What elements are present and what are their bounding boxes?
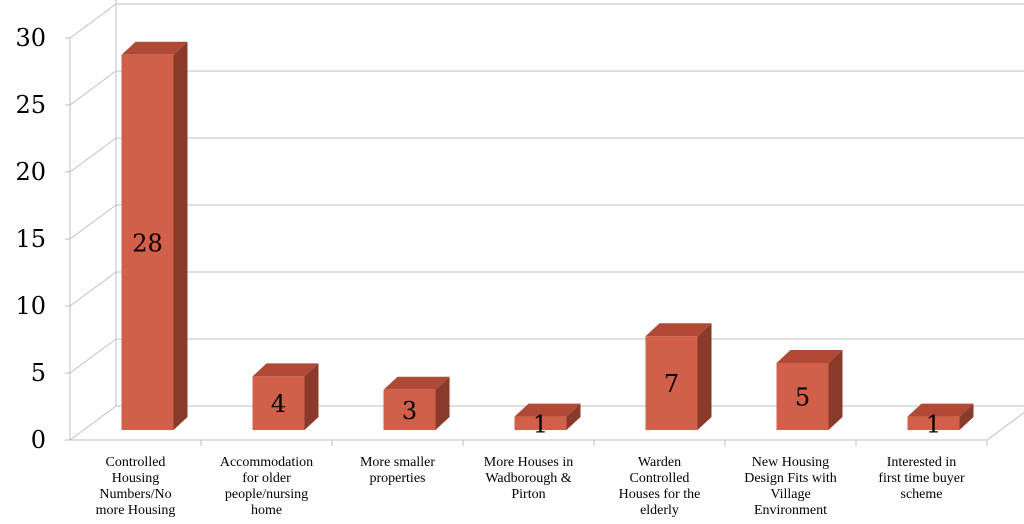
gridline-diagonal xyxy=(70,138,116,172)
gridline-diagonal xyxy=(70,272,116,306)
data-label: 3 xyxy=(402,397,417,425)
gridline-diagonal xyxy=(70,406,116,440)
category-label: More Houses in Wadborough & Pirton xyxy=(484,455,573,502)
gridline-diagonal xyxy=(70,205,116,239)
category-label: Accommodation for older people/nursing home xyxy=(220,455,313,518)
y-tick-label: 20 xyxy=(15,158,46,186)
y-tick-label: 15 xyxy=(15,225,46,253)
bars xyxy=(122,42,974,430)
bar-side xyxy=(698,323,712,430)
y-tick-label: 0 xyxy=(31,426,46,454)
gridline-diagonal xyxy=(70,4,116,38)
gridlines xyxy=(65,0,1024,446)
y-tick-label: 30 xyxy=(15,24,46,52)
x-axis-categories: Controlled Housing Numbers/No more Housing A… xyxy=(96,455,965,518)
gridline-diagonal xyxy=(70,339,116,373)
data-label: 5 xyxy=(795,384,810,412)
data-label: 1 xyxy=(926,410,941,438)
y-tick-label: 5 xyxy=(31,359,46,387)
bar-side xyxy=(829,350,843,430)
floor-right-edge xyxy=(987,406,1024,440)
bar-side xyxy=(174,42,188,430)
category-label: Warden Controlled Houses for the elderly xyxy=(619,455,701,518)
data-label: 4 xyxy=(271,390,286,418)
category-label: New Housing Design Fits with Village Enviro… xyxy=(744,455,837,518)
category-label: More smaller properties xyxy=(360,455,435,486)
y-tick-label: 25 xyxy=(15,91,46,119)
category-label: Interested in first time buyer scheme xyxy=(878,455,965,502)
gridline-diagonal xyxy=(70,71,116,105)
category-label: Controlled Housing Numbers/No more Housing xyxy=(96,455,176,518)
data-label: 1 xyxy=(533,410,548,438)
data-label: 28 xyxy=(132,229,163,257)
data-label: 7 xyxy=(664,370,679,398)
y-tick-label: 10 xyxy=(15,292,46,320)
y-axis-ticks: 0 5 10 15 20 25 30 xyxy=(15,24,46,454)
